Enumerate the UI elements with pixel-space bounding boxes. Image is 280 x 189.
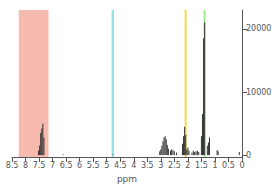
svg-text:5.5: 5.5: [87, 161, 100, 170]
svg-text:2.5: 2.5: [168, 161, 181, 170]
svg-text:0: 0: [246, 151, 251, 160]
svg-text:6.5: 6.5: [60, 161, 73, 170]
svg-text:5: 5: [104, 161, 109, 170]
svg-text:4.5: 4.5: [114, 161, 127, 170]
svg-text:2: 2: [185, 161, 190, 170]
svg-text:1.5: 1.5: [195, 161, 208, 170]
svg-text:8: 8: [23, 161, 28, 170]
svg-text:7.5: 7.5: [33, 161, 46, 170]
svg-text:0: 0: [239, 161, 244, 170]
svg-text:8.5: 8.5: [6, 161, 19, 170]
svg-text:4: 4: [131, 161, 136, 170]
svg-text:3.5: 3.5: [141, 161, 154, 170]
svg-text:3: 3: [158, 161, 163, 170]
svg-text:20000: 20000: [246, 24, 271, 33]
svg-text:6: 6: [77, 161, 82, 170]
svg-text:1: 1: [212, 161, 217, 170]
svg-text:ppm: ppm: [117, 174, 137, 184]
svg-text:0.5: 0.5: [222, 161, 235, 170]
svg-text:7: 7: [50, 161, 55, 170]
svg-text:10000: 10000: [246, 88, 271, 97]
